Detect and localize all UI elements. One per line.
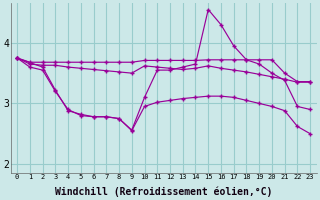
- X-axis label: Windchill (Refroidissement éolien,°C): Windchill (Refroidissement éolien,°C): [55, 186, 272, 197]
